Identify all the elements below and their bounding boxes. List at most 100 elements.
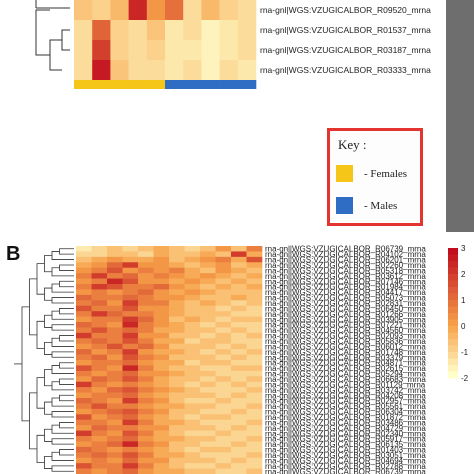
heatmap-b-cell bbox=[169, 354, 185, 361]
heatmap-b-cell bbox=[122, 425, 139, 431]
heatmap-b-cell bbox=[122, 430, 139, 437]
heatmap-b-cell bbox=[231, 294, 247, 301]
heatmap-b-cell bbox=[169, 256, 185, 263]
heatmap-b-cell bbox=[76, 349, 92, 355]
heatmap-b-cell bbox=[153, 273, 170, 279]
sample-group-cell bbox=[219, 80, 239, 89]
heatmap-b-row-label: rna-gnl|WGS:VZUGICALBOR_R06201_mrna bbox=[265, 256, 426, 265]
heatmap-b-cell bbox=[169, 463, 185, 469]
heatmap-a-cell bbox=[146, 40, 166, 61]
heatmap-b-cell bbox=[153, 392, 170, 399]
heatmap-b-cell bbox=[76, 332, 92, 339]
heatmap-b-cell bbox=[231, 284, 247, 290]
heatmap-b-cell bbox=[153, 349, 170, 355]
heatmap-b-cell bbox=[169, 300, 185, 307]
panel-b-heatmap: rna-gnl|WGS:VZUGICALBOR_R06739_mrnarna-g… bbox=[14, 244, 469, 474]
heatmap-b-cell bbox=[246, 365, 263, 372]
heatmap-b-cell bbox=[215, 403, 232, 410]
heatmap-b-cell bbox=[107, 305, 123, 312]
heatmap-b-cell bbox=[231, 246, 247, 252]
heatmap-b-cell bbox=[91, 457, 108, 464]
heatmap-b-cell bbox=[122, 289, 139, 296]
heatmap-b-cell bbox=[138, 284, 154, 290]
heatmap-b-cell bbox=[184, 327, 201, 334]
heatmap-b-cell bbox=[215, 463, 232, 469]
heatmap-b-cell bbox=[200, 452, 216, 459]
heatmap-b-cell bbox=[107, 403, 123, 410]
heatmap-b-cell bbox=[76, 468, 92, 474]
heatmap-a-cell bbox=[237, 40, 257, 61]
heatmap-b-cell bbox=[91, 425, 108, 431]
heatmap-b-cell bbox=[153, 414, 170, 421]
heatmap-a-row-label: rna-gnl|WGS:VZUGICALBOR_R09520_mrna bbox=[260, 5, 431, 15]
heatmap-b-cell bbox=[153, 463, 170, 469]
heatmap-b-cell bbox=[184, 398, 201, 404]
heatmap-b-cell bbox=[122, 441, 139, 448]
heatmap-b-cell bbox=[184, 343, 201, 350]
heatmap-b-cell bbox=[138, 381, 154, 388]
heatmap-b-cell bbox=[91, 360, 108, 366]
heatmap-b-cell bbox=[184, 322, 201, 328]
colorbar-segment bbox=[448, 261, 458, 268]
heatmap-b-cell bbox=[76, 327, 92, 334]
heatmap-b-cell bbox=[122, 332, 139, 339]
heatmap-b-cell bbox=[231, 365, 247, 372]
colorbar-tick-label: 1 bbox=[461, 296, 466, 305]
heatmap-b-cell bbox=[138, 419, 154, 426]
heatmap-b-row-label: rna-gnl|WGS:VZUGICALBOR_R04694_mrna bbox=[265, 456, 426, 465]
heatmap-b-cell bbox=[169, 441, 185, 448]
key-legend: Key : - Females - Males bbox=[327, 128, 423, 226]
heatmap-a-cell bbox=[110, 0, 129, 21]
heatmap-b-cell bbox=[184, 300, 201, 307]
heatmap-b-cell bbox=[153, 305, 170, 312]
heatmap-a-cell bbox=[74, 20, 93, 41]
heatmap-b-cell bbox=[153, 246, 170, 252]
heatmap-b-row-label: rna-gnl|WGS:VZUGICALBOR_R03486_mrna bbox=[265, 418, 426, 427]
heatmap-b-cell bbox=[153, 436, 170, 442]
heatmap-b-cell bbox=[138, 468, 154, 474]
heatmap-b-cell bbox=[138, 365, 154, 372]
heatmap-b-cell bbox=[231, 349, 247, 355]
heatmap-b-cell bbox=[91, 273, 108, 279]
heatmap-b-cell bbox=[246, 349, 263, 355]
heatmap-a-cell bbox=[165, 20, 184, 41]
heatmap-a-cell bbox=[110, 20, 129, 41]
heatmap-b-cell bbox=[200, 294, 216, 301]
colorbar-segment bbox=[448, 358, 458, 366]
heatmap-b-cell bbox=[169, 294, 185, 301]
heatmap-b-cell bbox=[138, 425, 154, 431]
heatmap-b-cell bbox=[122, 246, 139, 252]
heatmap-b-row-label: rna-gnl|WGS:VZUGICALBOR_R01266_mrna bbox=[265, 310, 426, 319]
sample-group-cell bbox=[183, 80, 202, 89]
heatmap-b-cell bbox=[246, 262, 263, 269]
heatmap-b-cell bbox=[91, 343, 108, 350]
heatmap-b-cell bbox=[215, 322, 232, 328]
heatmap-b-cell bbox=[246, 392, 263, 399]
heatmap-b-cell bbox=[215, 468, 232, 474]
heatmap-b-cell bbox=[107, 436, 123, 442]
sample-group-cell bbox=[128, 80, 148, 89]
heatmap-b-cell bbox=[153, 360, 170, 366]
heatmap-b-cell bbox=[231, 398, 247, 404]
heatmap-b-cell bbox=[76, 441, 92, 448]
heatmap-b-cell bbox=[153, 338, 170, 345]
heatmap-b-cell bbox=[184, 311, 201, 317]
heatmap-b-cell bbox=[138, 267, 154, 274]
heatmap-b-cell bbox=[122, 322, 139, 328]
colorbar-segment bbox=[448, 248, 458, 255]
heatmap-b-cell bbox=[76, 408, 92, 415]
heatmap-b-cell bbox=[122, 365, 139, 372]
heatmap-b-cell bbox=[200, 408, 216, 415]
heatmap-b-row-label: rna-gnl|WGS:VZUGICALBOR_R05294_mrna bbox=[265, 370, 426, 379]
heatmap-b-cell bbox=[138, 354, 154, 361]
heatmap-b-row-label: rna-gnl|WGS:VZUGICALBOR_R06012_mrna bbox=[265, 342, 426, 351]
heatmap-b-cell bbox=[122, 398, 139, 404]
heatmap-b-cell bbox=[246, 408, 263, 415]
heatmap-b-row-label: rna-gnl|WGS:VZUGICALBOR_R04208_mrna bbox=[265, 391, 426, 400]
heatmap-b-cell bbox=[246, 327, 263, 334]
heatmap-b-cell bbox=[215, 360, 232, 366]
heatmap-a-cell bbox=[146, 20, 166, 41]
heatmap-b-row-label: rna-gnl|WGS:VZUGICALBOR_R02957_mrna bbox=[265, 397, 426, 406]
heatmap-b-row-label: rna-gnl|WGS:VZUGICALBOR_R02260_mrna bbox=[265, 261, 426, 270]
